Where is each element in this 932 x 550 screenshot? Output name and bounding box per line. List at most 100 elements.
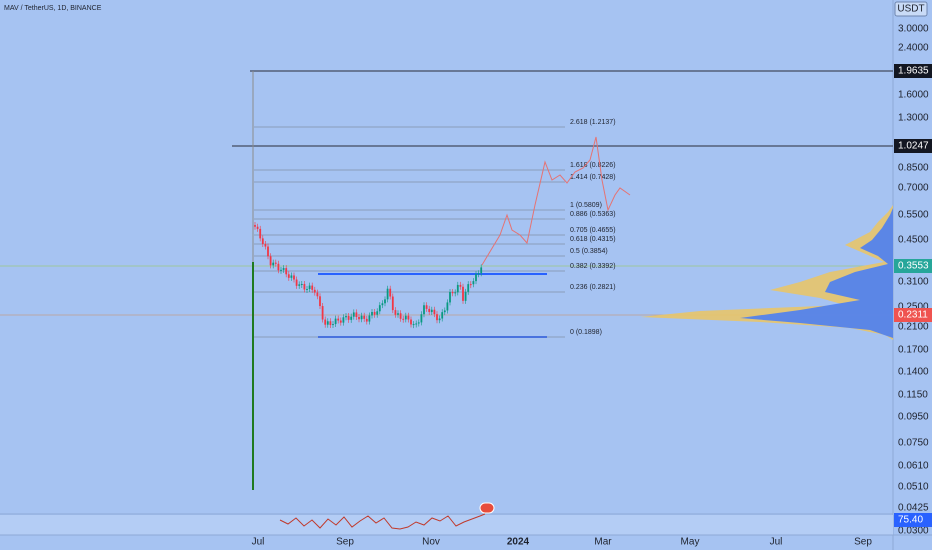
price-label: 0.1400 <box>898 367 929 378</box>
candle-body <box>350 316 353 320</box>
candle-body <box>420 314 423 323</box>
price-badge-label: 0.2311 <box>898 310 928 321</box>
candle-body <box>360 315 363 320</box>
fib-label: 1.618 (0.8226) <box>570 162 616 169</box>
time-label: 2024 <box>507 537 530 548</box>
price-label: 1.3000 <box>898 113 929 124</box>
fib-label: 1 (0.5809) <box>570 202 602 209</box>
price-label: 0.0300 <box>898 526 929 537</box>
price-label: 0.0750 <box>898 438 929 449</box>
symbol-title: MAV / TetherUS, 1D, BINANCE <box>4 5 102 12</box>
fib-label: 0.236 (0.2821) <box>570 284 616 291</box>
candle-body <box>459 284 462 287</box>
price-label: 1.6000 <box>898 90 929 101</box>
fib-label: 1.414 (0.7428) <box>570 174 616 181</box>
candle-body <box>355 312 358 317</box>
candle-body <box>477 273 480 275</box>
candle-body <box>311 285 314 290</box>
candle-body <box>371 311 373 316</box>
price-label: 0.0950 <box>898 412 929 423</box>
candle-body <box>425 305 428 309</box>
candle-body <box>321 306 324 320</box>
candle-body <box>298 284 301 286</box>
candle-body <box>277 263 280 271</box>
price-label: 0.4500 <box>898 235 929 246</box>
candle-body <box>410 319 412 325</box>
candle-body <box>472 281 475 285</box>
candle-body <box>423 305 425 315</box>
price-label: 0.2500 <box>898 302 929 313</box>
candle-body <box>430 309 433 313</box>
candle-body <box>368 315 371 322</box>
candle-body <box>391 296 394 311</box>
candle-body <box>269 256 272 266</box>
event-flag[interactable] <box>479 502 495 514</box>
price-label: 0.0510 <box>898 482 929 493</box>
candle-body <box>293 275 295 280</box>
candle-body <box>451 292 454 294</box>
candle-body <box>347 316 350 320</box>
candle-body <box>254 225 256 227</box>
price-label: 2.4000 <box>898 43 929 54</box>
candle-body <box>300 283 303 285</box>
time-label: May <box>681 537 700 548</box>
candle-body <box>274 262 277 264</box>
currency-label: USDT <box>897 4 924 15</box>
time-label: Jul <box>252 537 265 548</box>
price-badge <box>894 513 932 527</box>
time-label: Sep <box>336 537 354 548</box>
candle-body <box>378 305 381 312</box>
price-label: 0.2100 <box>898 322 929 333</box>
rsi-line <box>279 513 486 530</box>
candle-body <box>259 228 262 239</box>
candle-body <box>376 311 379 315</box>
price-badge-label: 1.0247 <box>898 141 929 152</box>
price-badge <box>894 308 932 322</box>
candle-body <box>389 288 392 297</box>
candle-body <box>407 315 410 320</box>
candle-body <box>467 284 470 292</box>
price-badge-label: 1.9635 <box>898 66 929 77</box>
price-label: 0.8500 <box>898 163 929 174</box>
candle-body <box>352 312 355 317</box>
price-label: 0.1150 <box>898 390 928 401</box>
candle-body <box>285 268 288 275</box>
candle-body <box>339 320 342 323</box>
candle-body <box>295 279 298 286</box>
fib-label: 0.618 (0.4315) <box>570 236 616 243</box>
candle-body <box>282 268 285 270</box>
candle-body <box>428 308 431 313</box>
fib-label: 2.618 (1.2137) <box>570 119 616 126</box>
candle-body <box>363 315 366 319</box>
candle-body <box>329 321 332 326</box>
candle-body <box>308 285 311 290</box>
price-label: 0.1700 <box>898 345 929 356</box>
candle-body <box>261 238 264 245</box>
candles <box>254 222 483 329</box>
candle-body <box>384 299 386 304</box>
price-label: 0.7000 <box>898 183 929 194</box>
candle-body <box>402 318 405 320</box>
candle-body <box>462 286 464 301</box>
candle-body <box>386 288 389 300</box>
candle-body <box>433 309 436 315</box>
candle-body <box>399 313 402 319</box>
candle-body <box>267 246 269 257</box>
projection-path <box>481 136 631 266</box>
candle-body <box>319 296 321 307</box>
axes: 3.0000 2.4000 1.6000 1.3000 0.8500 0.7000 0.55… <box>252 24 932 548</box>
candle-body <box>441 312 444 319</box>
volume-profile-down <box>740 208 893 338</box>
time-label: Jul <box>770 537 783 548</box>
candle-body <box>438 318 441 321</box>
candle-body <box>412 324 415 326</box>
price-label: 0.5500 <box>898 210 929 221</box>
currency-button[interactable] <box>894 1 928 17</box>
candle-body <box>287 274 290 278</box>
candle-body <box>326 321 329 325</box>
fib-label: 0.382 (0.3392) <box>570 263 616 270</box>
candle-body <box>464 291 467 301</box>
